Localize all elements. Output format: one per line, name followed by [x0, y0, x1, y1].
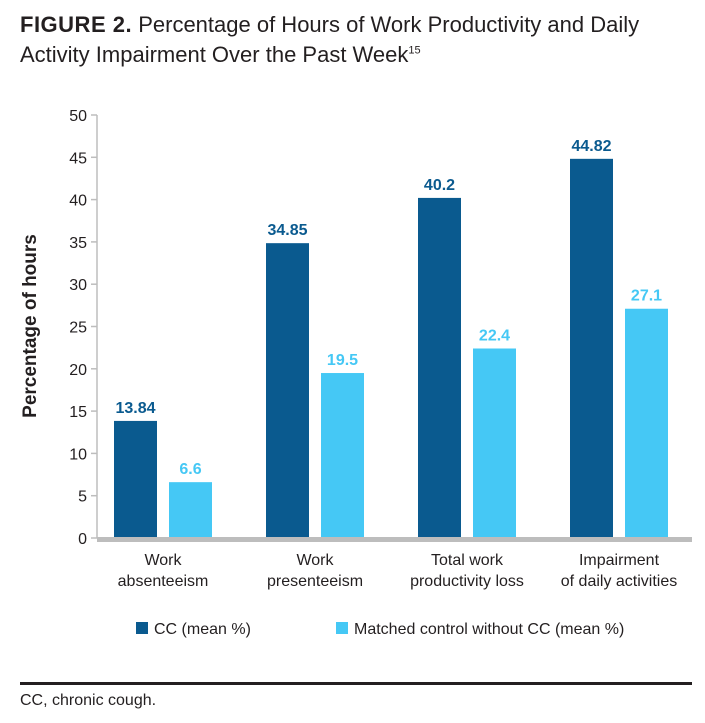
- legend-swatch-control: [336, 622, 348, 634]
- data-label-cc: 13.84: [115, 400, 155, 417]
- footnote: CC, chronic cough.: [20, 692, 157, 709]
- footnote-divider: [20, 682, 692, 685]
- y-axis-title: Percentage of hours: [20, 234, 41, 418]
- y-tick-label: 30: [69, 277, 87, 294]
- y-tick-label: 5: [78, 489, 87, 506]
- y-tick-label: 20: [69, 362, 87, 379]
- bar-chart: 0 5 10 15 20 25 30 35 40 45 50 Percentage of hours 1…: [20, 108, 692, 638]
- legend-label-cc: CC (mean %): [154, 621, 251, 638]
- data-label-cc: 40.2: [424, 177, 455, 194]
- y-tick-label: 35: [69, 235, 87, 252]
- y-tick-label: 45: [69, 150, 87, 167]
- y-tick-label: 10: [69, 446, 87, 463]
- figure-title-line2: Activity Impairment Over the Past Week: [20, 42, 409, 67]
- y-tick-label: 0: [78, 531, 87, 548]
- data-label-control: 22.4: [479, 327, 510, 344]
- legend-swatch-cc: [136, 622, 148, 634]
- figure-label: FIGURE 2.: [20, 12, 133, 37]
- bar-control: [473, 348, 516, 538]
- figure-reference: 15: [408, 44, 421, 57]
- bar-control: [321, 373, 364, 538]
- x-category-label: Total work: [431, 552, 504, 569]
- x-category-label: Impairment: [579, 552, 660, 569]
- bar-cc: [418, 197, 461, 538]
- data-label-cc: 44.82: [571, 138, 611, 155]
- x-category-label: Work: [296, 552, 334, 569]
- x-category-label: productivity loss: [410, 573, 524, 590]
- data-label-control: 19.5: [327, 352, 358, 369]
- data-label-cc: 34.85: [267, 222, 307, 239]
- bar-control: [625, 308, 668, 538]
- bar-control: [169, 482, 212, 538]
- y-tick-label: 50: [69, 108, 87, 125]
- bar-cc: [114, 420, 157, 538]
- figure-title: FIGURE 2. Percentage of Hours of Work Pr…: [20, 10, 690, 70]
- data-label-control: 27.1: [631, 288, 662, 305]
- x-category-label: Work: [144, 552, 182, 569]
- bar-cc: [570, 158, 613, 538]
- x-category-label: of daily activities: [561, 573, 678, 590]
- figure-title-line1: Percentage of Hours of Work Productivity…: [138, 12, 640, 37]
- x-axis-line: [97, 537, 692, 542]
- legend-label-control: Matched control without CC (mean %): [354, 621, 624, 638]
- y-tick-label: 15: [69, 404, 87, 421]
- data-label-control: 6.6: [179, 461, 201, 478]
- y-tick-label: 25: [69, 320, 87, 337]
- x-category-label: presenteeism: [267, 573, 363, 590]
- y-tick-label: 40: [69, 193, 87, 210]
- bar-cc: [266, 243, 309, 538]
- x-category-label: absenteeism: [118, 573, 209, 590]
